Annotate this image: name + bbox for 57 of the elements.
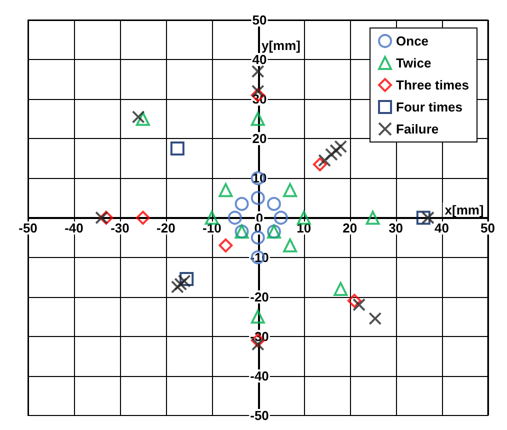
point — [251, 64, 264, 78]
point — [250, 112, 265, 126]
x-tick-label: 30 — [388, 220, 404, 236]
x-tick-label: -50 — [18, 220, 38, 236]
point — [178, 274, 191, 288]
point — [334, 140, 348, 154]
point — [250, 190, 265, 205]
point — [218, 183, 233, 198]
x-tick-label: 50 — [480, 220, 496, 236]
point — [366, 210, 380, 225]
point — [416, 210, 430, 225]
point — [170, 280, 184, 294]
y-tick-label: -40 — [250, 368, 269, 384]
x-tick-label: 10 — [296, 220, 312, 236]
point — [266, 196, 281, 211]
point — [228, 210, 242, 225]
point — [250, 310, 265, 324]
point — [368, 312, 382, 326]
y-tick-label: -20 — [250, 289, 269, 304]
y-tick-label: 20 — [252, 131, 267, 146]
y-tick-label: 40 — [252, 52, 267, 68]
legend-label: Failure — [396, 122, 439, 136]
point — [347, 294, 362, 308]
y-tick-label: 50 — [252, 12, 267, 28]
point — [334, 282, 348, 296]
point — [218, 238, 233, 252]
point — [324, 148, 338, 161]
point — [99, 210, 114, 225]
point — [174, 278, 188, 291]
x-tick-label: 40 — [434, 220, 450, 236]
point — [180, 272, 194, 286]
x-axis-title: x[mm] — [444, 202, 484, 218]
x-tick-label: -40 — [64, 220, 84, 236]
legend-label: Twice — [396, 56, 432, 70]
point — [352, 298, 366, 312]
point — [422, 211, 434, 224]
point — [136, 112, 150, 126]
point — [330, 144, 343, 158]
point — [312, 157, 327, 172]
x-tick-label: -10 — [202, 220, 222, 236]
point — [274, 210, 288, 225]
legend-label: Three times — [396, 78, 470, 92]
point — [132, 110, 145, 124]
legend-label: Once — [396, 34, 429, 48]
legend-label: Four times — [396, 100, 462, 114]
y-axis-title: y[mm] — [262, 38, 301, 54]
point — [234, 196, 249, 211]
point — [318, 154, 332, 167]
x-tick-label: -20 — [156, 220, 176, 236]
y-tick-label: -50 — [250, 408, 269, 423]
x-tick-label: -30 — [110, 220, 130, 236]
point — [95, 211, 108, 224]
point — [283, 238, 298, 252]
point — [136, 210, 150, 225]
point — [170, 142, 184, 156]
point — [283, 183, 298, 198]
x-tick-label: 20 — [342, 220, 358, 236]
